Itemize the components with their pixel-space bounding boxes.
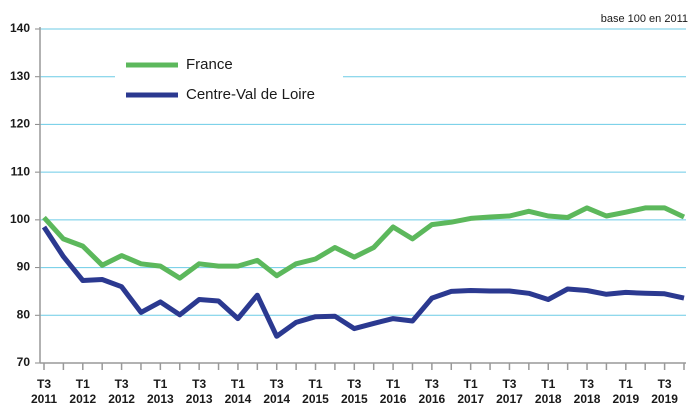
x-tick-label: T1 2015 bbox=[302, 377, 329, 406]
x-tick-label: T1 2012 bbox=[69, 377, 96, 406]
x-tick-label: T3 2018 bbox=[574, 377, 601, 406]
y-tick-label: 90 bbox=[17, 260, 31, 274]
y-tick-label: 140 bbox=[10, 21, 30, 35]
x-tick-label: T1 2018 bbox=[535, 377, 562, 406]
y-tick-label: 100 bbox=[10, 212, 30, 226]
x-tick-label: T1 2017 bbox=[457, 377, 484, 406]
x-tick-label: T3 2011 bbox=[31, 377, 57, 406]
annotation: base 100 en 2011 bbox=[601, 13, 688, 25]
x-tick-label: T1 2014 bbox=[225, 377, 252, 406]
y-tick-label: 130 bbox=[10, 69, 30, 83]
legend-label: France bbox=[186, 56, 233, 73]
x-tick-label: T3 2019 bbox=[651, 377, 678, 406]
x-tick-label: T3 2014 bbox=[263, 377, 290, 406]
x-tick-label: T3 2012 bbox=[108, 377, 135, 406]
x-tick-label: T3 2013 bbox=[186, 377, 213, 406]
x-tick-label: T3 2015 bbox=[341, 377, 368, 406]
y-tick-label: 120 bbox=[10, 117, 30, 131]
series-line bbox=[42, 205, 686, 281]
legend-label: Centre-Val de Loire bbox=[186, 86, 315, 103]
x-tick-label: T3 2016 bbox=[419, 377, 446, 406]
y-tick-label: 80 bbox=[17, 307, 31, 321]
x-tick-label: T1 2013 bbox=[147, 377, 174, 406]
legend-box bbox=[115, 48, 343, 110]
x-tick-label: T3 2017 bbox=[496, 377, 523, 406]
series-line bbox=[41, 225, 685, 339]
x-tick-label: T1 2019 bbox=[612, 377, 639, 406]
y-tick-label: 70 bbox=[17, 355, 31, 369]
x-tick-label: T1 2016 bbox=[380, 377, 407, 406]
y-tick-label: 110 bbox=[11, 164, 31, 178]
